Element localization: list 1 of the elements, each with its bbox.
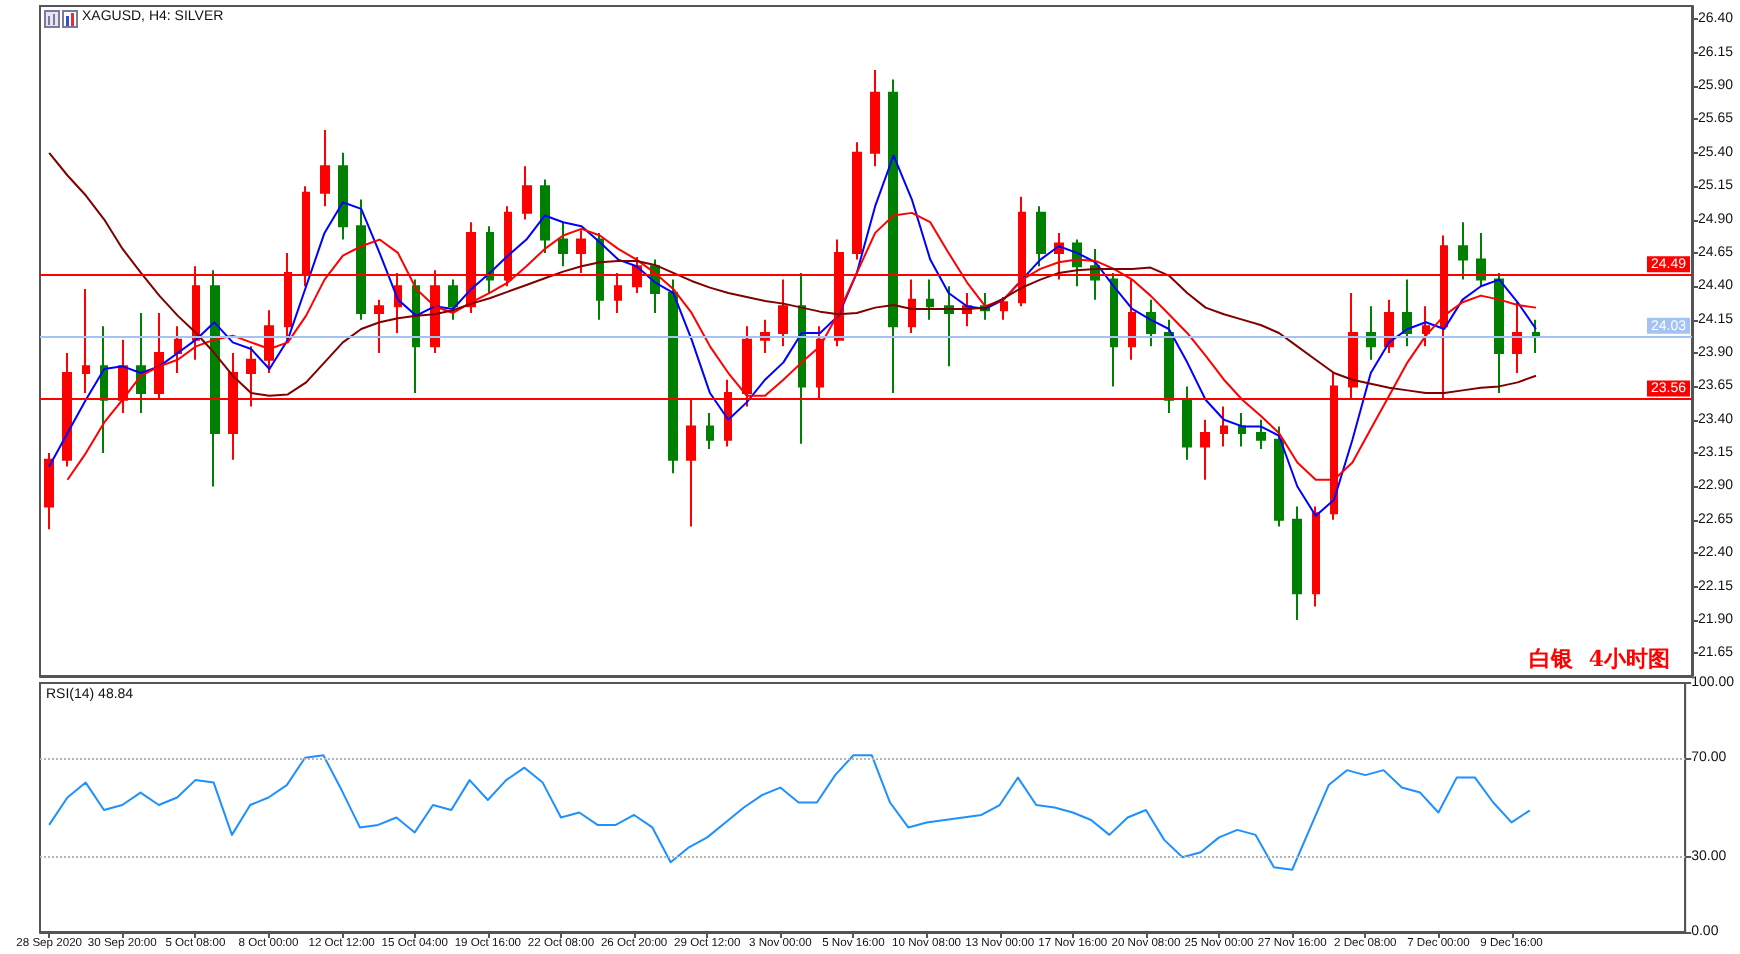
annotation: 白银 4小时图 bbox=[1529, 646, 1671, 672]
